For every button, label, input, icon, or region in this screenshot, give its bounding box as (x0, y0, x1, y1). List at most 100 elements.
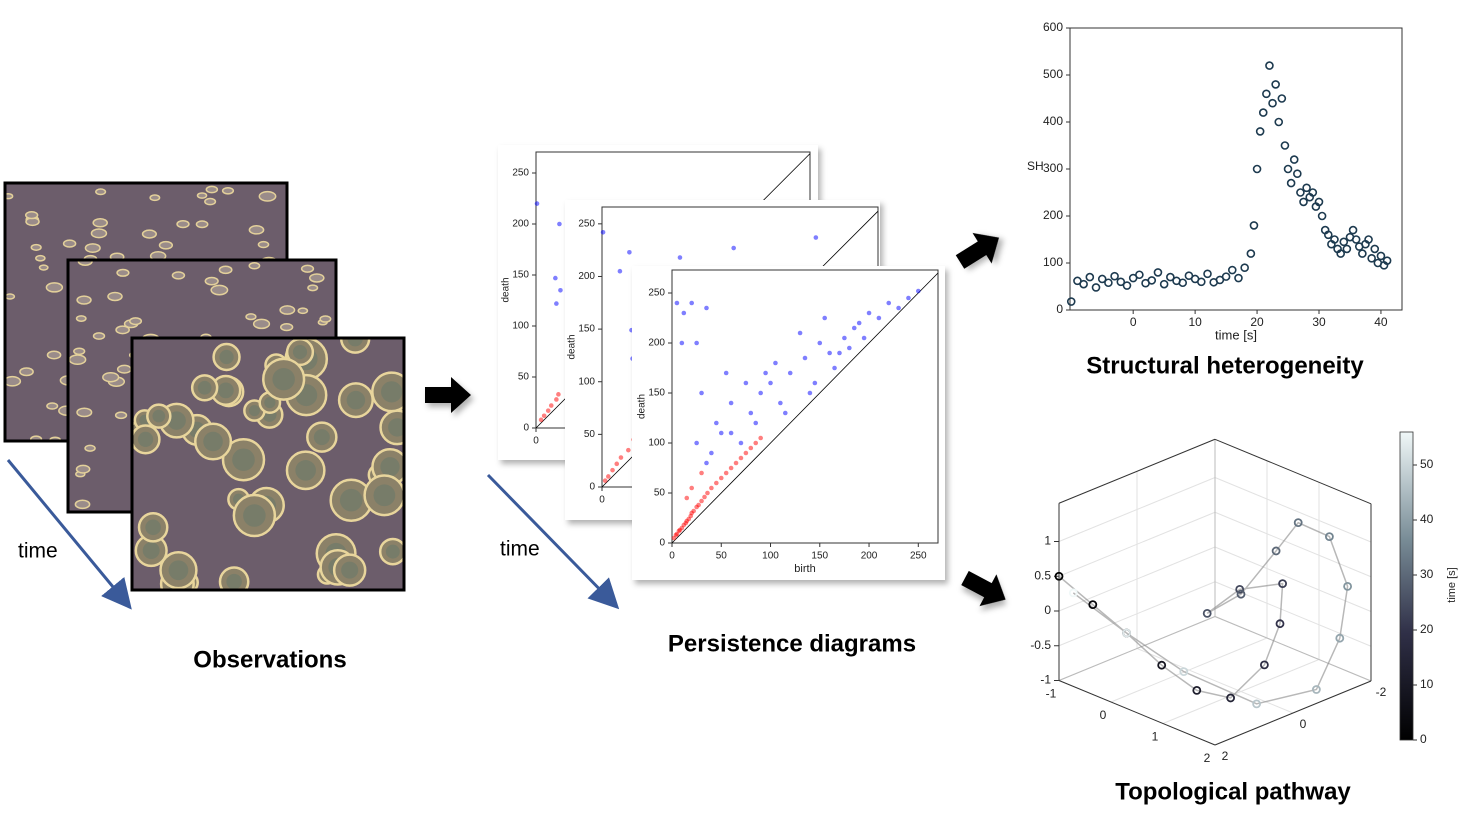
point (1268, 98, 1277, 108)
point (1153, 268, 1163, 277)
point (822, 315, 828, 321)
bubble (24, 210, 39, 220)
grid-line (1214, 477, 1372, 543)
pathway-point (1088, 600, 1098, 610)
bubble (280, 323, 294, 332)
point (1258, 108, 1268, 117)
pathway-point (1236, 589, 1246, 599)
bubble (141, 229, 157, 239)
point (1255, 127, 1265, 136)
point (554, 397, 559, 402)
y-tick-label: 0 (589, 482, 595, 493)
y-tick-label: 0 (523, 423, 529, 434)
point (723, 470, 729, 476)
bubble (204, 276, 219, 286)
point (1296, 188, 1305, 197)
point (1104, 278, 1113, 288)
point (847, 345, 852, 351)
point (728, 430, 734, 436)
y-axis-label: death (567, 334, 578, 359)
point (677, 255, 683, 260)
bubble (102, 371, 120, 383)
y-tick-label: 150 (512, 270, 529, 281)
point (1280, 141, 1290, 150)
bubble (204, 197, 217, 206)
x-tick-label: 150 (811, 551, 828, 562)
point (1203, 269, 1212, 279)
bubble (38, 264, 49, 271)
bubble-core (203, 431, 223, 452)
bubble (171, 271, 186, 280)
point (1147, 276, 1157, 285)
bubble-core (313, 429, 330, 446)
x-tick-label: 40 (1374, 315, 1388, 329)
bubble (30, 243, 42, 251)
point (763, 370, 768, 376)
flow-arrow (955, 232, 1000, 269)
bubble (116, 364, 132, 374)
y-tick-label: 400 (1043, 114, 1063, 128)
point (606, 474, 611, 479)
point (807, 390, 813, 396)
point (731, 245, 736, 251)
bubble (46, 402, 59, 410)
bubble (115, 325, 130, 335)
plot: 0 100 200 300 400 500 600 0 10 20 30 40 time [s] SH (1027, 20, 1403, 342)
colorbar (1399, 431, 1414, 741)
pathway-point (1271, 546, 1281, 556)
z-tick-label: 1 (1044, 534, 1051, 548)
y-tick-label: 0 (1300, 717, 1307, 731)
bubble-core (347, 338, 363, 347)
bubble (68, 354, 87, 365)
point (538, 417, 544, 423)
bubble (307, 284, 319, 292)
point (1382, 256, 1392, 265)
grid-line (1214, 511, 1372, 578)
point (1110, 271, 1119, 281)
plot: 0 50 100 150 200 250 0 50 100 150 200 250 birth death (637, 269, 939, 575)
bubble (300, 264, 315, 273)
point (702, 494, 707, 500)
point (1277, 94, 1287, 103)
bubble (257, 240, 270, 249)
y-tick-label: 50 (518, 372, 530, 383)
point (614, 461, 620, 467)
pathway-point (1192, 686, 1202, 695)
point (906, 295, 911, 301)
point (1240, 263, 1249, 273)
bubble-core (248, 405, 260, 417)
point (748, 445, 754, 451)
grid-line (1214, 546, 1372, 612)
flow-arrow (961, 570, 1006, 607)
x-tick-label: 0 (533, 436, 539, 447)
point (1308, 188, 1318, 197)
point (1330, 235, 1339, 244)
point (545, 408, 551, 413)
y-tick-label: -2 (1376, 685, 1387, 699)
bubble (107, 291, 123, 302)
point (733, 460, 739, 466)
x-tick-label: 20 (1250, 315, 1264, 329)
point (1348, 225, 1358, 235)
point (866, 310, 872, 316)
point (1342, 244, 1352, 254)
point (714, 420, 719, 426)
bubble (92, 218, 108, 228)
pathway-point (1343, 581, 1352, 591)
bubble (149, 194, 161, 202)
pathway-point (1278, 579, 1287, 588)
x-tick-label: 0 (1130, 315, 1137, 329)
bubble (19, 367, 34, 377)
point (787, 370, 793, 376)
bubble-core (385, 544, 400, 559)
point (1122, 281, 1132, 290)
point (1079, 279, 1088, 289)
point (827, 350, 832, 356)
bubble (74, 499, 91, 510)
point (679, 340, 685, 346)
point (627, 249, 632, 255)
x-tick-label: 0 (1100, 708, 1107, 722)
point (1289, 155, 1299, 164)
y-axis-label: death (501, 277, 512, 302)
point (743, 450, 749, 456)
